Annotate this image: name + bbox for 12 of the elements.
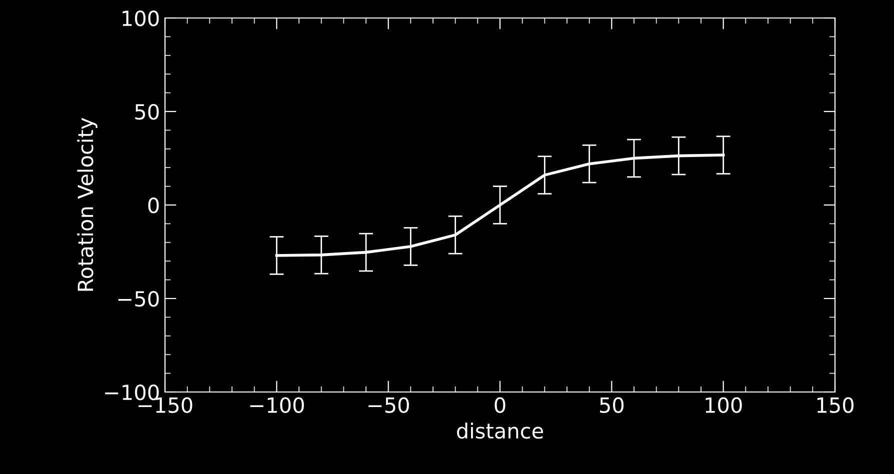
x-tick-label: 50 bbox=[600, 397, 624, 413]
y-tick-label: 0 bbox=[148, 197, 159, 214]
y-tick-label: 100 bbox=[122, 10, 159, 26]
y-axis-title: Rotation Velocity bbox=[77, 118, 98, 291]
y-tick-label: 50 bbox=[135, 104, 159, 120]
x-tick-label: 100 bbox=[706, 397, 742, 413]
x-tick-label: −100 bbox=[250, 397, 304, 413]
x-tick-label: −50 bbox=[368, 397, 409, 413]
y-tick-label: −50 bbox=[118, 290, 159, 307]
x-axis-title: distance bbox=[457, 422, 544, 439]
x-tick-label: 150 bbox=[817, 397, 854, 413]
x-tick-label: 0 bbox=[494, 397, 506, 413]
